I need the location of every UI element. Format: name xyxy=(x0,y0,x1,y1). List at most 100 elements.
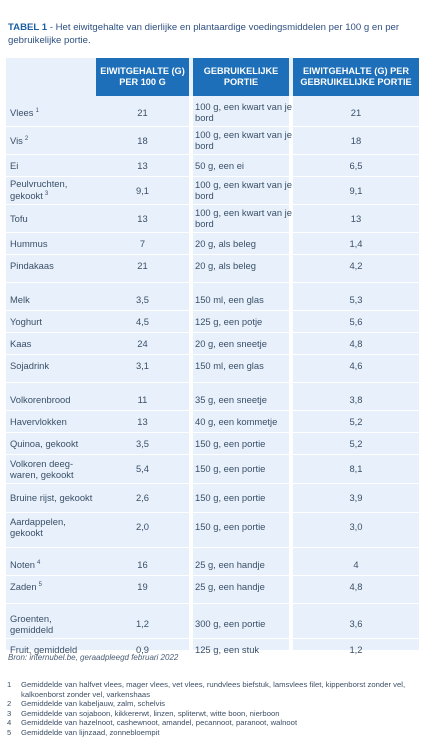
row-separator xyxy=(6,410,419,411)
food-cell: Volkorenbrood xyxy=(10,388,94,410)
footnotes: 1 Gemiddelde van halfvet vlees, mager vle… xyxy=(7,680,417,738)
portion-cell: 150 g, een portie xyxy=(195,492,266,503)
footnote: 1 Gemiddelde van halfvet vlees, mager vle… xyxy=(7,680,417,699)
food-cell: Kaas xyxy=(10,332,94,354)
caption-label: TABEL 1 xyxy=(8,22,48,33)
portion-cell: 25 g, een handje xyxy=(195,558,265,570)
row-separator xyxy=(6,575,419,576)
row-separator xyxy=(6,432,419,433)
table-row: Vlees 1 21 100 g, een kwart van je bord 21 xyxy=(6,98,419,126)
food-name: Yoghurt xyxy=(10,315,42,327)
protein-per-100g-cell: 9,1 xyxy=(135,184,150,196)
protein-per-portion-cell: 4,8 xyxy=(349,580,363,592)
footnote: 3 Gemiddelde van sojaboon, kikkererwt, li… xyxy=(7,709,417,719)
table-row: Quinoa, gekookt 3,5 150 g, een portie 5,2 xyxy=(6,432,419,454)
protein-per-100g-cell: 3,5 xyxy=(135,437,150,449)
protein-per-portion-cell: 9,1 xyxy=(349,184,363,196)
protein-per-100g-cell: 5,4 xyxy=(135,463,150,474)
protein-per-100g-cell: 21 xyxy=(137,259,148,271)
header-usual-portion: GEBRUIKELIJKE PORTIE xyxy=(193,58,289,96)
food-name: Bruine rijst, gekookt xyxy=(10,492,93,503)
food-cell: Aardappelen, gekookt xyxy=(10,512,94,541)
table-row: Hummus 7 20 g, als beleg 1,4 xyxy=(6,232,419,254)
portion-cell: 100 g, een kwart van je bord xyxy=(195,129,292,151)
food-name: Havervlokken xyxy=(10,415,67,427)
footnote-ref: 1 xyxy=(35,107,39,114)
row-separator xyxy=(6,232,419,233)
footnote-number: 3 xyxy=(7,708,12,718)
protein-per-portion-cell: 13 xyxy=(350,212,362,224)
food-cell: Noten 4 xyxy=(10,553,94,575)
protein-per-portion-cell: 3,9 xyxy=(349,492,363,503)
protein-per-100g-cell: 21 xyxy=(137,106,148,118)
portion-cell: 150 g, een portie xyxy=(195,463,266,474)
food-name: Hummus xyxy=(10,237,48,249)
table-row: Volkorenbrood 11 35 g, een sneetje 3,8 xyxy=(6,388,419,410)
footnote-ref: 4 xyxy=(37,559,41,566)
portion-cell: 20 g, als beleg xyxy=(195,259,256,271)
column-divider xyxy=(289,96,293,650)
row-separator xyxy=(6,483,419,484)
table-row: Noten 4 16 25 g, een handje 4 xyxy=(6,553,419,575)
row-separator xyxy=(6,176,419,177)
protein-per-100g-cell: 1,2 xyxy=(135,618,150,629)
row-separator xyxy=(6,126,419,127)
protein-per-100g-cell: 3,5 xyxy=(135,293,150,305)
food-cell: Melk xyxy=(10,288,94,310)
protein-per-portion-cell: 5,2 xyxy=(349,437,363,449)
protein-per-portion-cell: 21 xyxy=(350,106,362,118)
protein-per-portion-cell: 6,5 xyxy=(349,159,363,171)
portion-cell: 25 g, een handje xyxy=(195,580,265,592)
food-cell: Quinoa, gekookt xyxy=(10,432,94,454)
food-name: Zaden xyxy=(10,581,37,593)
protein-per-portion-cell: 4 xyxy=(353,558,359,570)
table-row: Volkoren deeg-waren, gekookt 5,4 150 g, ee… xyxy=(6,454,419,483)
protein-per-100g-cell: 11 xyxy=(137,393,148,405)
source-note: Bron: internubel.be, geraadpleegd februa… xyxy=(8,653,179,662)
column-divider xyxy=(189,96,193,650)
header-food xyxy=(6,58,96,96)
footnote-ref: 5 xyxy=(38,581,42,588)
table-row: Melk 3,5 150 ml, een glas 5,3 xyxy=(6,288,419,310)
footnote: 5 Gemiddelde van lijnzaad, zonnebloempit xyxy=(7,728,417,738)
footnote-number: 4 xyxy=(7,718,12,728)
food-name: Aardappelen, gekookt xyxy=(10,515,66,538)
row-separator xyxy=(6,154,419,155)
food-cell: Fruit, gemiddeld xyxy=(10,638,94,660)
protein-per-100g-cell: 2,0 xyxy=(135,521,150,532)
protein-per-100g-cell: 24 xyxy=(137,337,148,349)
row-separator xyxy=(6,204,419,205)
caption-text: - Het eiwitgehalte van dierlijke en plan… xyxy=(8,22,400,46)
footnote-number: 2 xyxy=(7,699,12,709)
footnote: 4 Gemiddelde van hazelnoot, cashewnoot, a… xyxy=(7,718,417,728)
protein-per-100g-cell: 0,9 xyxy=(135,643,150,655)
portion-cell: 20 g, als beleg xyxy=(195,237,256,249)
footnote: 2 Gemiddelde van kabeljauw, zalm, schelvi… xyxy=(7,699,417,709)
row-separator xyxy=(6,332,419,333)
header-protein-per-portion: EIWITGEHALTE (G) PER GEBRUIKELIJKE PORTI… xyxy=(293,58,419,96)
table-caption: TABEL 1 - Het eiwitgehalte van dierlijke… xyxy=(8,21,416,47)
portion-cell: 150 ml, een glas xyxy=(195,359,264,371)
food-name: Ei xyxy=(10,159,19,171)
table-row: Peulvruchten, gekookt 3 9,1 100 g, een kwar… xyxy=(6,176,419,204)
food-name: Volkoren deeg-waren, gekookt xyxy=(10,457,74,480)
protein-per-portion-cell: 4,2 xyxy=(349,259,363,271)
protein-per-portion-cell: 8,1 xyxy=(349,463,363,474)
protein-per-100g-cell: 13 xyxy=(137,415,148,427)
food-name: Pindakaas xyxy=(10,259,54,271)
table-row: Vis 2 18 100 g, een kwart van je bord 18 xyxy=(6,126,419,154)
food-name: Groenten, gemiddeld xyxy=(10,612,54,635)
food-name: Fruit, gemiddeld xyxy=(10,643,78,655)
footnote-text: Gemiddelde van lijnzaad, zonnebloempit xyxy=(21,727,160,737)
food-cell: Volkoren deeg-waren, gekookt xyxy=(10,454,94,483)
protein-per-100g-cell: 3,1 xyxy=(135,359,150,371)
table-row: Aardappelen, gekookt 2,0 150 g, een portie… xyxy=(6,512,419,541)
table-row: Tofu 13 100 g, een kwart van je bord 13 xyxy=(6,204,419,232)
portion-cell: 125 g, een stuk xyxy=(195,643,260,655)
protein-per-portion-cell: 5,2 xyxy=(349,415,363,427)
row-separator xyxy=(6,638,419,639)
food-cell: Zaden 5 xyxy=(10,575,94,597)
food-name: Peulvruchten, gekookt xyxy=(10,178,68,202)
food-name: Sojadrink xyxy=(10,359,50,371)
protein-per-100g-cell: 2,6 xyxy=(135,492,150,503)
